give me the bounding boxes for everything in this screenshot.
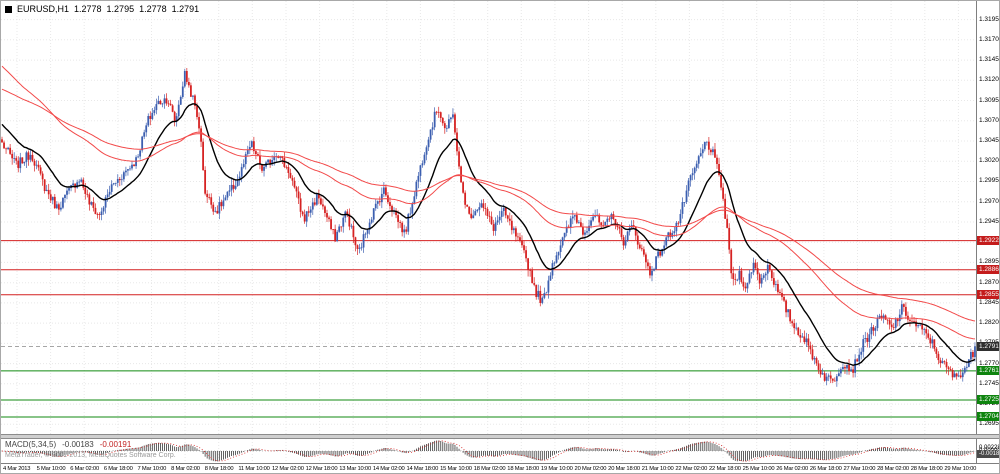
price-tick: 1.3120 xyxy=(979,76,999,84)
time-tick: 15 Mar 10:00 xyxy=(440,466,472,472)
ohlc-low: 1.2778 xyxy=(139,4,167,14)
main-price-chart[interactable] xyxy=(1,1,976,434)
macd-main-value: -0.00183 xyxy=(62,440,94,449)
level-price-label: 1.2704 xyxy=(977,412,999,421)
time-tick: 6 Mar 18:00 xyxy=(103,466,133,472)
price-tick: 1.2870 xyxy=(979,278,999,286)
time-tick: 20 Mar 18:00 xyxy=(608,466,640,472)
time-tick: 7 Mar 10:00 xyxy=(137,466,167,472)
ohlc-high: 1.2795 xyxy=(106,4,135,14)
time-tick: 13 Mar 10:00 xyxy=(339,466,371,472)
time-tick: 4 Mar 2013 xyxy=(3,466,31,472)
ohlc-close: 1.2791 xyxy=(171,4,200,14)
macd-signal-line xyxy=(1,440,976,462)
time-tick: 27 Mar 10:00 xyxy=(843,466,876,472)
price-tick: 1.3195 xyxy=(979,15,999,23)
macd-histogram xyxy=(3,440,976,462)
time-tick: 22 Mar 02:00 xyxy=(675,466,708,472)
time-tick: 22 Mar 18:00 xyxy=(709,466,741,472)
price-tick: 1.2695 xyxy=(979,420,999,428)
time-tick: 14 Mar 02:00 xyxy=(372,466,405,472)
time-tick: 11 Mar 10:00 xyxy=(238,466,270,472)
price-tick: 1.2770 xyxy=(979,359,999,367)
candles-up xyxy=(7,68,976,387)
ohlc-open: 1.2778 xyxy=(74,4,102,14)
time-tick: 8 Mar 02:00 xyxy=(171,466,200,472)
macd-tick: 0.00228 xyxy=(979,444,1000,451)
time-axis[interactable]: 4 Mar 2013 5 Mar 10:00 6 Mar 02:00 6 Mar 18… xyxy=(1,463,999,473)
time-tick: 19 Mar 10:00 xyxy=(540,466,573,472)
symbol-name: EURUSD,H1 xyxy=(17,4,70,14)
chart-menu-icon[interactable] xyxy=(5,5,12,13)
time-tick: 6 Mar 02:00 xyxy=(70,466,99,472)
ma-line-130 xyxy=(1,88,976,322)
time-tick: 29 Mar 10:00 xyxy=(944,466,977,472)
time-tick: 5 Mar 10:00 xyxy=(36,466,66,472)
price-tick: 1.2745 xyxy=(979,379,999,387)
macd-indicator-chart[interactable] xyxy=(1,439,976,463)
macd-name: MACD(5,34,5) xyxy=(5,440,57,449)
macd-signal-value: -0.00191 xyxy=(99,440,132,449)
price-tick: 1.3020 xyxy=(979,157,999,165)
price-tick: 1.3070 xyxy=(979,116,999,124)
ma-line-20 xyxy=(1,103,976,367)
time-tick: 18 Mar 02:00 xyxy=(473,466,506,472)
time-tick: 18 Mar 18:00 xyxy=(507,466,540,472)
time-tick: 21 Mar 10:00 xyxy=(641,466,674,472)
time-tick: 8 Mar 18:00 xyxy=(204,466,234,472)
price-tick: 1.2945 xyxy=(979,217,999,225)
price-axis[interactable]: 1.3195 1.3170 1.3145 1.3120 1.3095 1.3070 1.30… xyxy=(976,1,999,434)
price-tick: 1.2995 xyxy=(979,177,999,185)
time-tick: 26 Mar 18:00 xyxy=(809,466,842,472)
level-price-label: 1.2855 xyxy=(977,289,999,299)
time-tick: 12 Mar 02:00 xyxy=(271,466,304,472)
price-tick: 1.3145 xyxy=(979,56,999,64)
time-tick: 28 Mar 18:00 xyxy=(910,466,943,472)
time-tick: 14 Mar 18:00 xyxy=(406,466,439,472)
macd-axis[interactable]: 0.002280.00000-0.00228-0.00183 xyxy=(976,439,1000,463)
level-price-label: 1.2725 xyxy=(977,395,999,404)
grid xyxy=(1,1,976,434)
time-tick: 28 Mar 02:00 xyxy=(877,466,909,472)
price-tick: 1.2845 xyxy=(979,298,999,306)
macd-indicator-label: MACD(5,34,5) -0.00183 -0.00191 xyxy=(5,440,131,449)
price-tick: 1.2970 xyxy=(979,197,999,205)
level-price-label: 1.2761 xyxy=(977,365,999,375)
macd-current-label: -0.00183 xyxy=(977,449,1000,458)
ma-line-80 xyxy=(1,65,976,340)
time-tick: 25 Mar 10:00 xyxy=(742,466,775,472)
time-tick: 20 Mar 02:00 xyxy=(574,466,607,472)
panel-separator[interactable] xyxy=(1,434,999,439)
time-tick: 12 Mar 18:00 xyxy=(305,466,338,472)
symbol-ohlc-label: EURUSD,H1 1.2778 1.2795 1.2778 1.2791 xyxy=(5,4,199,14)
level-price-label: 1.2886 xyxy=(977,264,999,274)
price-tick: 1.2820 xyxy=(979,319,999,327)
price-tick: 1.3095 xyxy=(979,96,999,104)
copyright-watermark: MetaTrader, © 2001-2013, MetaQuotes Soft… xyxy=(5,452,176,459)
price-tick: 1.2895 xyxy=(979,258,999,266)
price-tick: 1.3045 xyxy=(979,137,999,145)
current-price-label: 1.2791 xyxy=(977,341,999,351)
time-tick: 26 Mar 02:00 xyxy=(776,466,809,472)
price-tick: 1.3170 xyxy=(979,35,999,43)
level-price-label: 1.2922 xyxy=(977,235,999,245)
